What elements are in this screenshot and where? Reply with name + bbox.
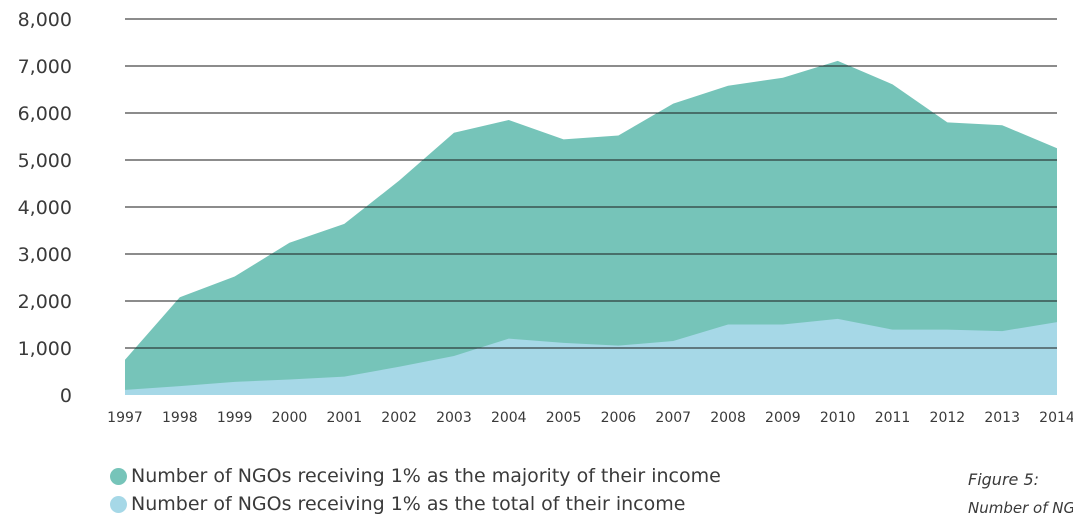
legend-item-total: Number of NGOs receiving 1% as the total… bbox=[110, 490, 721, 518]
y-tick-label: 3,000 bbox=[18, 244, 72, 266]
y-tick-label: 6,000 bbox=[18, 103, 72, 125]
x-tick-label: 2007 bbox=[655, 410, 691, 426]
y-tick-label: 8,000 bbox=[18, 9, 72, 31]
x-tick-label: 2009 bbox=[765, 410, 801, 426]
y-tick-label: 4,000 bbox=[18, 197, 72, 219]
x-tick-label: 2010 bbox=[820, 410, 856, 426]
y-tick-label: 5,000 bbox=[18, 150, 72, 172]
legend-label-total: Number of NGOs receiving 1% as the total… bbox=[131, 493, 686, 515]
chart-areas bbox=[125, 60, 1057, 395]
y-axis-ticks: 0 1,000 2,000 3,000 4,000 5,000 6,000 7,000 8,00… bbox=[18, 9, 72, 407]
legend-swatch-majority bbox=[110, 467, 127, 485]
x-tick-label: 2000 bbox=[272, 410, 308, 426]
x-tick-label: 2002 bbox=[381, 410, 417, 426]
x-tick-label: 1997 bbox=[107, 410, 143, 426]
x-tick-label: 2011 bbox=[875, 410, 911, 426]
x-tick-label: 2014 bbox=[1039, 410, 1073, 426]
chart-legend: Number of NGOs receiving 1% as the major… bbox=[110, 462, 721, 518]
figure-caption: Figure 5: Number of NGOs receiving 1% bbox=[968, 466, 1073, 522]
x-tick-label: 2001 bbox=[326, 410, 362, 426]
y-tick-label: 2,000 bbox=[18, 291, 72, 313]
y-tick-label: 1,000 bbox=[18, 338, 72, 360]
y-tick-label: 7,000 bbox=[18, 56, 72, 78]
legend-swatch-total bbox=[110, 495, 127, 513]
x-tick-label: 2013 bbox=[984, 410, 1020, 426]
x-tick-label: 2006 bbox=[601, 410, 637, 426]
x-tick-label: 2012 bbox=[930, 410, 966, 426]
x-tick-label: 2004 bbox=[491, 410, 527, 426]
chart-gridlines bbox=[125, 18, 1057, 349]
area-series-0 bbox=[125, 60, 1057, 395]
figure-number: Figure 5: bbox=[968, 470, 1040, 489]
x-axis-ticks: 1997 1998 1999 2000 2001 2002 2003 2004 2005 2006… bbox=[107, 410, 1073, 426]
x-tick-label: 1999 bbox=[217, 410, 253, 426]
legend-item-majority: Number of NGOs receiving 1% as the major… bbox=[110, 462, 721, 490]
legend-label-majority: Number of NGOs receiving 1% as the major… bbox=[131, 465, 721, 487]
x-tick-label: 2008 bbox=[710, 410, 746, 426]
area-chart: 0 1,000 2,000 3,000 4,000 5,000 6,000 7,000 8,00… bbox=[18, 9, 1073, 426]
area-series-1 bbox=[125, 318, 1057, 395]
x-tick-label: 1998 bbox=[162, 410, 198, 426]
y-tick-label: 0 bbox=[60, 385, 72, 407]
x-tick-label: 2003 bbox=[436, 410, 472, 426]
x-tick-label: 2005 bbox=[546, 410, 582, 426]
figure-title: Number of NGOs receiving 1% bbox=[968, 499, 1073, 517]
